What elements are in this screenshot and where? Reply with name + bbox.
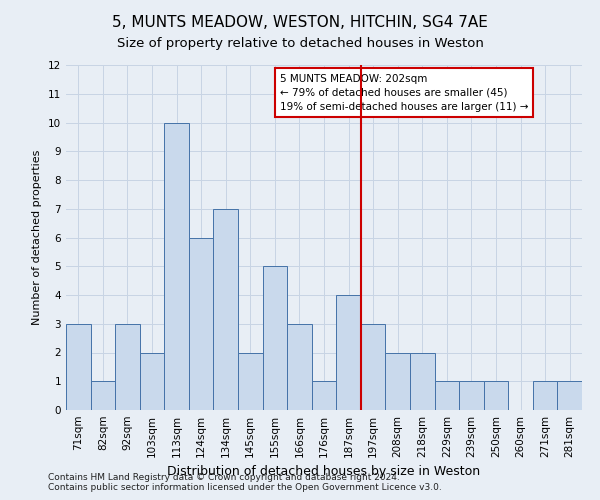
Bar — [238, 352, 263, 410]
Y-axis label: Number of detached properties: Number of detached properties — [32, 150, 43, 325]
Text: Contains HM Land Registry data © Crown copyright and database right 2024.
Contai: Contains HM Land Registry data © Crown c… — [48, 473, 442, 492]
Bar — [361, 324, 385, 410]
Bar — [214, 209, 238, 410]
Bar — [484, 381, 508, 410]
Bar — [263, 266, 287, 410]
Bar — [91, 381, 115, 410]
Bar — [287, 324, 312, 410]
Bar — [189, 238, 214, 410]
X-axis label: Distribution of detached houses by size in Weston: Distribution of detached houses by size … — [167, 466, 481, 478]
Bar — [336, 295, 361, 410]
Bar — [385, 352, 410, 410]
Text: 5, MUNTS MEADOW, WESTON, HITCHIN, SG4 7AE: 5, MUNTS MEADOW, WESTON, HITCHIN, SG4 7A… — [112, 15, 488, 30]
Bar — [164, 122, 189, 410]
Bar — [459, 381, 484, 410]
Bar — [66, 324, 91, 410]
Bar — [533, 381, 557, 410]
Bar — [140, 352, 164, 410]
Bar — [434, 381, 459, 410]
Bar — [115, 324, 140, 410]
Text: Size of property relative to detached houses in Weston: Size of property relative to detached ho… — [116, 38, 484, 51]
Text: 5 MUNTS MEADOW: 202sqm
← 79% of detached houses are smaller (45)
19% of semi-det: 5 MUNTS MEADOW: 202sqm ← 79% of detached… — [280, 74, 528, 112]
Bar — [557, 381, 582, 410]
Bar — [410, 352, 434, 410]
Bar — [312, 381, 336, 410]
